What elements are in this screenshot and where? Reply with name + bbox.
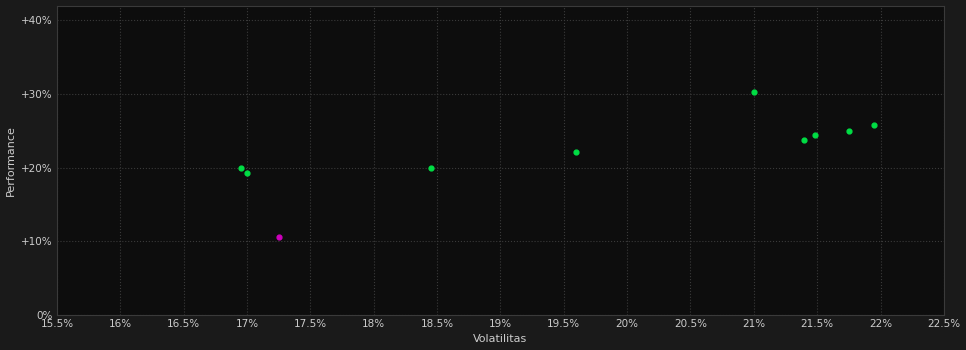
Point bbox=[841, 128, 857, 133]
Point bbox=[240, 170, 255, 175]
Point bbox=[867, 122, 882, 128]
Point bbox=[569, 149, 584, 155]
Point bbox=[807, 132, 822, 138]
Y-axis label: Performance: Performance bbox=[6, 125, 15, 196]
Point bbox=[270, 234, 286, 240]
Point bbox=[797, 137, 812, 142]
Point bbox=[423, 165, 439, 170]
X-axis label: Volatilitas: Volatilitas bbox=[473, 335, 527, 344]
Point bbox=[233, 165, 248, 170]
Point bbox=[746, 90, 761, 95]
